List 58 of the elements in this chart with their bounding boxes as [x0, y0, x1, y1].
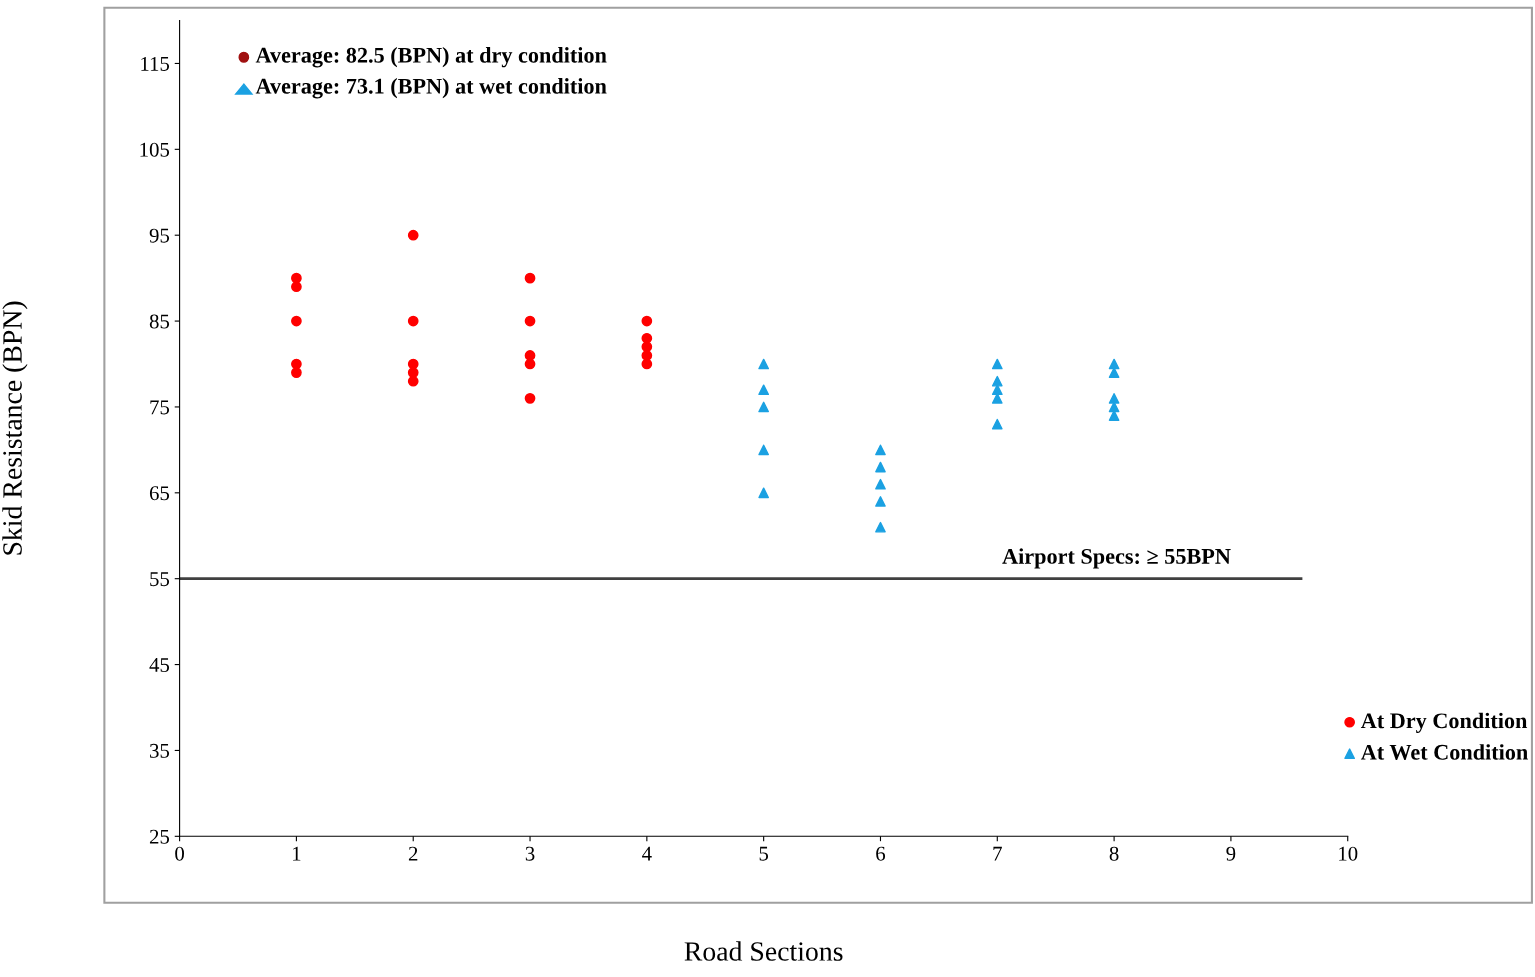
point: [641, 315, 653, 327]
point: [875, 496, 886, 507]
point: [641, 332, 653, 344]
point: [758, 384, 770, 396]
point: [1108, 393, 1120, 404]
point: [291, 281, 302, 293]
point: [407, 315, 419, 327]
point: [291, 272, 302, 284]
point: [991, 384, 1003, 396]
point: [991, 375, 1003, 387]
x-tick-label: 3: [525, 846, 535, 861]
y-tick-label: 45: [149, 658, 170, 672]
x-tick-label: 10: [1339, 846, 1358, 861]
point: [407, 229, 419, 241]
y-tick-label: 115: [141, 56, 170, 71]
point: [758, 444, 770, 456]
y-tick-label: 75: [150, 400, 170, 415]
point: [875, 461, 886, 473]
point: [641, 358, 653, 370]
point: [758, 401, 770, 413]
x-tick-label: 2: [408, 846, 418, 861]
x-tick-label: 6: [876, 846, 886, 861]
ref-line-label: Airport Specs: ≥ 55BPN: [1002, 548, 1231, 569]
point: [291, 367, 302, 378]
point: [291, 315, 302, 327]
point: [524, 272, 536, 284]
x-tick-label: 1: [293, 846, 301, 861]
annotation: Average: 82.5 (BPN) at dry condition: [255, 47, 607, 68]
y-axis-title: Skid Resistance (BPN): [2, 301, 28, 555]
y-tick-label: 35: [150, 743, 170, 758]
legend-label: At Dry Condition: [1360, 712, 1528, 733]
point: [407, 367, 419, 378]
legend-label: At Wet Condition: [1360, 744, 1528, 760]
point: [991, 358, 1003, 370]
point: [875, 444, 886, 456]
point: [641, 350, 653, 361]
annotation: Average: 73.1 (BPN) at wet condition: [255, 78, 607, 99]
point: [758, 358, 770, 370]
point: [524, 358, 536, 370]
y-tick-label: 105: [140, 142, 170, 157]
x-tick-label: 9: [1226, 846, 1236, 861]
y-tick-label: 55: [150, 572, 170, 587]
x-tick-label: 0: [175, 846, 185, 861]
x-tick-label: 5: [759, 846, 769, 861]
point: [991, 418, 1003, 430]
point: [875, 478, 886, 490]
y-tick-label: 25: [149, 829, 170, 844]
point: [758, 487, 770, 499]
y-tick-label: 65: [149, 486, 170, 501]
point: [524, 393, 536, 404]
point: [875, 521, 886, 533]
x-axis-title: Road Sections: [684, 941, 843, 961]
point: [524, 315, 536, 327]
x-tick-label: 4: [642, 846, 652, 861]
x-tick-label: 7: [993, 846, 1002, 861]
x-tick-label: 8: [1109, 846, 1119, 861]
y-tick-label: 95: [149, 228, 170, 243]
y-tick-label: 85: [149, 314, 170, 329]
